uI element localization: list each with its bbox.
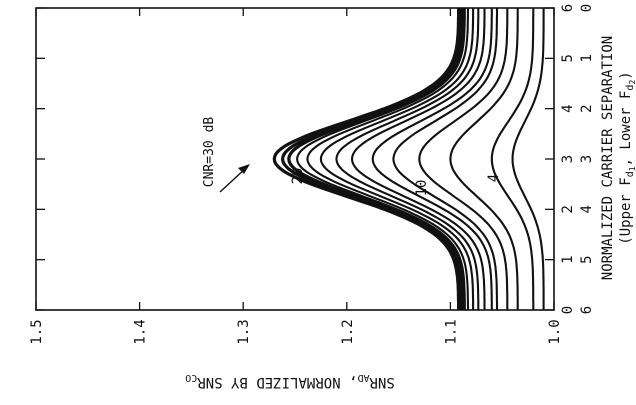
tick-labels: 1.01.11.21.31.41.50 61 52 43 34 25 16 0 [29,4,595,345]
series-line [272,8,461,310]
separation-lower-label: 0 [579,4,595,12]
series-line [350,7,486,311]
y-axis-title: SNRAD, NORMALIZED BY SNRCO [185,372,395,390]
series-line [296,7,466,311]
cnr30-arrow-line [219,167,247,193]
value-tick-label: 1.3 [236,319,252,344]
separation-upper-label: 4 [560,104,576,112]
separation-upper-label: 0 [560,306,576,314]
tick-marks [35,7,555,311]
curve-label-4: 4 [486,174,502,182]
series-line [418,7,509,311]
separation-upper-label: 5 [560,54,576,62]
series-line [449,8,519,310]
separation-lower-label: 5 [579,255,595,263]
series-line [511,8,545,310]
series-line [392,8,499,310]
separation-lower-label: 4 [579,205,595,213]
x-axis-title: NORMALIZED CARRIER SEPARATION [600,36,616,280]
separation-lower-label: 6 [579,306,595,314]
series-line [335,8,480,310]
curve-label-30: CNR=30 dB [202,117,217,188]
value-tick-label: 1.5 [29,319,45,344]
separation-upper-label: 6 [560,4,576,12]
series-line [281,8,463,310]
series-line [287,8,465,310]
curve-label-10: 10 [414,180,430,197]
series-line [319,8,475,310]
x-axis-subtitle: (Upper Fd1, Lower Fd2) [618,71,636,244]
value-tick-label: 1.2 [340,319,356,344]
separation-upper-label: 2 [560,205,576,213]
curve-label-20: 20 [290,168,306,185]
separation-upper-label: 1 [560,255,576,263]
value-tick-label: 1.4 [133,319,149,344]
value-tick-label: 1.1 [443,319,459,344]
curve-group [272,7,545,311]
separation-lower-label: 2 [579,104,595,112]
x-axis-title-line1: NORMALIZED CARRIER SEPARATION [600,36,616,280]
value-tick-label: 1.0 [547,319,563,344]
separation-lower-label: 1 [579,54,595,62]
separation-lower-label: 3 [579,155,595,163]
series-line [306,8,470,310]
series-line [371,8,493,310]
cnr30-arrow-head [238,164,250,174]
series-line [490,8,535,310]
separation-upper-label: 3 [560,155,576,163]
